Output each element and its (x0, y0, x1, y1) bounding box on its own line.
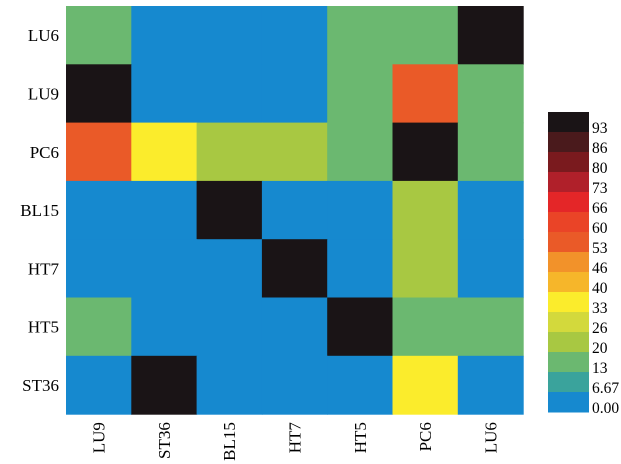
heatmap-cell-lu9-pc6 (392, 64, 459, 124)
heatmap-cell-st36-ht5 (327, 355, 394, 415)
x-tick-label: HT5 (351, 422, 370, 453)
colorbar-segment (548, 212, 589, 233)
heatmap-cell-ht5-bl15 (196, 297, 263, 357)
y-tick-label: HT5 (28, 318, 59, 337)
y-tick-label: LU6 (28, 26, 59, 45)
heatmap-cell-pc6-lu6 (457, 122, 524, 182)
heatmap-cell-pc6-pc6 (392, 122, 459, 182)
heatmap-cell-pc6-ht5 (327, 122, 394, 182)
colorbar-tick-label: 26 (592, 320, 608, 337)
x-tick-label: HT7 (286, 422, 305, 454)
colorbar-tick-label: 6.67 (592, 380, 619, 397)
heatmap-cell-lu9-lu6 (457, 64, 524, 124)
heatmap-cell-ht7-st36 (131, 239, 198, 299)
x-axis-labels: LU9 ST36 BL15 HT7 HT5 PC6 LU6 (90, 422, 501, 461)
heatmap-cell-st36-lu9 (66, 355, 132, 415)
x-tick-label: BL15 (220, 422, 239, 461)
colorbar-tick-label: 20 (592, 340, 608, 357)
colorbar-segment (548, 252, 589, 273)
heatmap-cell-pc6-ht7 (261, 122, 328, 182)
heatmap-cell-st36-st36 (131, 355, 198, 415)
heatmap-cell-lu9-lu9 (66, 64, 132, 124)
heatmap-cell-lu9-st36 (131, 64, 198, 124)
colorbar-segment (548, 272, 589, 293)
colorbar-tick-label: 60 (592, 220, 608, 237)
heatmap-cell-lu9-ht5 (327, 64, 394, 124)
colorbar-tick-label: 0.00 (592, 400, 619, 417)
heatmap-cell-pc6-lu9 (66, 122, 132, 182)
colorbar-segment (548, 332, 589, 353)
colorbar-tick-label: 93 (592, 120, 608, 137)
colorbar-tick-label: 80 (592, 160, 608, 177)
x-tick-label: ST36 (155, 422, 174, 459)
heatmap-cell-pc6-bl15 (196, 122, 263, 182)
heatmap-cell-lu6-pc6 (392, 6, 459, 65)
heatmap-cell-lu6-bl15 (196, 6, 263, 65)
heatmap-cell-ht7-pc6 (392, 239, 459, 299)
heatmap-cell-lu9-ht7 (261, 64, 328, 124)
colorbar-segment (548, 312, 589, 333)
y-tick-label: ST36 (22, 376, 59, 395)
heatmap-cell-pc6-st36 (131, 122, 198, 182)
y-tick-label: LU9 (28, 84, 59, 103)
heatmap-cell-ht5-pc6 (392, 297, 459, 357)
colorbar-segment (548, 152, 589, 173)
heatmap-cell-bl15-st36 (131, 180, 198, 240)
heatmap-cell-bl15-lu6 (457, 180, 524, 240)
colorbar-tick-label: 73 (592, 180, 608, 197)
colorbar-segment (548, 112, 589, 133)
heatmap-cell-lu6-lu9 (66, 6, 132, 65)
x-tick-label: PC6 (416, 422, 435, 451)
heatmap-cell-st36-ht7 (261, 355, 328, 415)
heatmap-cell-ht7-ht7 (261, 239, 328, 299)
heatmap-cell-lu6-ht7 (261, 6, 328, 65)
heatmap-cell-bl15-ht7 (261, 180, 328, 240)
heatmap-cell-ht5-ht7 (261, 297, 328, 357)
heatmap-cell-ht7-ht5 (327, 239, 394, 299)
heatmap-cell-bl15-ht5 (327, 180, 394, 240)
y-axis-labels: LU6 LU9 PC6 BL15 HT7 HT5 ST36 (20, 26, 59, 395)
y-tick-label: BL15 (20, 201, 59, 220)
heatmap-cell-st36-pc6 (392, 355, 459, 415)
heatmap-cells (66, 6, 524, 415)
colorbar-segment (548, 172, 589, 193)
x-tick-label: LU9 (90, 422, 109, 453)
heatmap-cell-ht5-lu9 (66, 297, 132, 357)
colorbar-segment (548, 192, 589, 213)
heatmap-cell-lu9-bl15 (196, 64, 263, 124)
heatmap-cell-lu6-lu6 (457, 6, 524, 65)
x-tick-label: LU6 (481, 422, 500, 453)
colorbar-segment (548, 352, 589, 373)
colorbar-tick-label: 33 (592, 300, 608, 317)
heatmap-cell-bl15-lu9 (66, 180, 132, 240)
colorbar-segment (548, 292, 589, 313)
heatmap-cell-st36-lu6 (457, 355, 524, 415)
y-tick-label: PC6 (30, 143, 59, 162)
heatmap-cell-bl15-pc6 (392, 180, 459, 240)
heatmap-cell-lu6-ht5 (327, 6, 394, 65)
colorbar-tick-label: 13 (592, 360, 608, 377)
colorbar-tick-label: 86 (592, 140, 608, 157)
heatmap-cell-ht5-st36 (131, 297, 198, 357)
colorbar-tick-label: 46 (592, 260, 608, 277)
colorbar-segment (548, 372, 589, 393)
colorbar-segment (548, 132, 589, 153)
colorbar-tick-label: 53 (592, 240, 608, 257)
heatmap-cell-ht5-lu6 (457, 297, 524, 357)
heatmap-cell-bl15-bl15 (196, 180, 263, 240)
colorbar-tick-label: 66 (592, 200, 608, 217)
heatmap-cell-st36-bl15 (196, 355, 263, 415)
colorbar-tick-label: 40 (592, 280, 608, 297)
heatmap-cell-ht7-bl15 (196, 239, 263, 299)
heatmap-cell-ht7-lu9 (66, 239, 132, 299)
y-tick-label: HT7 (28, 259, 60, 278)
heatmap-cell-ht5-ht5 (327, 297, 394, 357)
heatmap-cell-ht7-lu6 (457, 239, 524, 299)
colorbar-segment (548, 232, 589, 253)
colorbar: 93 86 80 73 66 60 53 46 40 33 26 20 13 6.67 0.00 (548, 112, 619, 417)
colorbar-segment (548, 392, 589, 413)
heatmap-cell-lu6-st36 (131, 6, 198, 65)
